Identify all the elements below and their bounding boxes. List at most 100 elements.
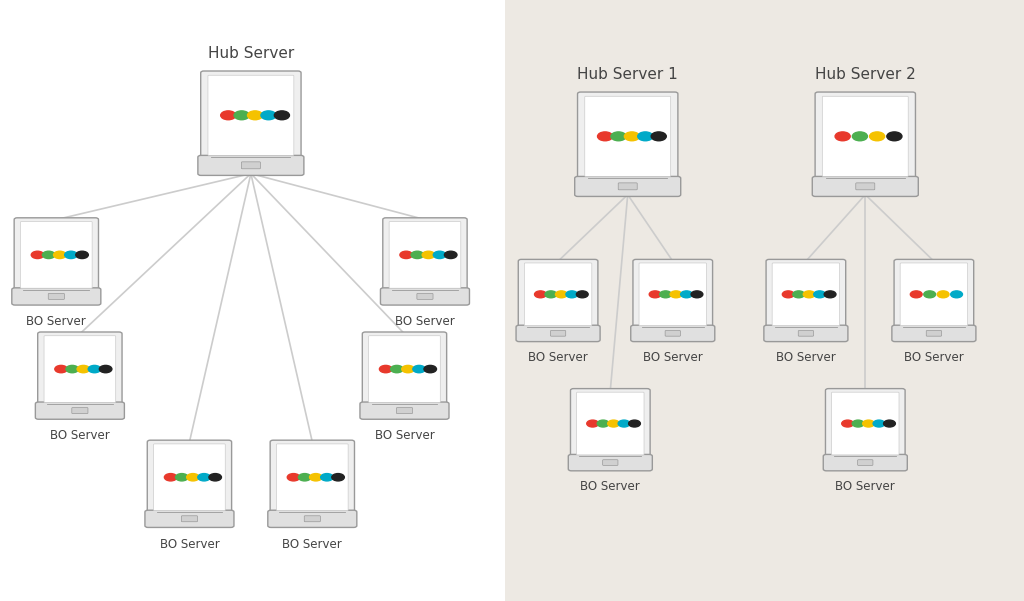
- Circle shape: [400, 251, 413, 258]
- Circle shape: [88, 365, 100, 373]
- FancyBboxPatch shape: [242, 162, 260, 169]
- FancyBboxPatch shape: [383, 218, 467, 291]
- FancyBboxPatch shape: [417, 293, 433, 299]
- Circle shape: [175, 474, 188, 481]
- FancyBboxPatch shape: [362, 332, 446, 406]
- FancyBboxPatch shape: [633, 260, 713, 329]
- Circle shape: [629, 420, 640, 427]
- FancyBboxPatch shape: [147, 440, 231, 514]
- Bar: [0, 0, 505, 601]
- Circle shape: [274, 111, 290, 120]
- Bar: [505, 0, 1024, 601]
- Text: BO Server: BO Server: [528, 350, 588, 364]
- Circle shape: [545, 291, 557, 297]
- FancyBboxPatch shape: [831, 392, 899, 455]
- FancyBboxPatch shape: [20, 222, 92, 288]
- Circle shape: [950, 291, 963, 297]
- FancyBboxPatch shape: [815, 92, 915, 180]
- FancyBboxPatch shape: [201, 71, 301, 159]
- Circle shape: [681, 291, 692, 297]
- Circle shape: [649, 291, 662, 297]
- Circle shape: [422, 251, 435, 258]
- FancyBboxPatch shape: [900, 263, 968, 326]
- FancyBboxPatch shape: [145, 510, 233, 528]
- Text: Hub Server 2: Hub Server 2: [815, 67, 915, 82]
- FancyBboxPatch shape: [360, 402, 449, 419]
- Circle shape: [309, 474, 323, 481]
- FancyBboxPatch shape: [603, 460, 617, 465]
- Circle shape: [803, 291, 815, 297]
- Circle shape: [401, 365, 415, 373]
- FancyBboxPatch shape: [12, 288, 100, 305]
- Circle shape: [842, 420, 854, 427]
- Circle shape: [65, 251, 77, 258]
- FancyBboxPatch shape: [276, 444, 348, 511]
- Circle shape: [332, 474, 344, 481]
- Circle shape: [413, 365, 425, 373]
- FancyBboxPatch shape: [44, 336, 116, 403]
- FancyBboxPatch shape: [585, 96, 671, 177]
- FancyBboxPatch shape: [14, 218, 98, 291]
- Text: BO Server: BO Server: [375, 430, 434, 442]
- FancyBboxPatch shape: [764, 325, 848, 341]
- Circle shape: [638, 132, 653, 141]
- FancyBboxPatch shape: [578, 92, 678, 180]
- FancyBboxPatch shape: [270, 440, 354, 514]
- Circle shape: [566, 291, 578, 297]
- Circle shape: [165, 474, 177, 481]
- Circle shape: [611, 132, 626, 141]
- FancyBboxPatch shape: [389, 222, 461, 288]
- FancyBboxPatch shape: [856, 183, 874, 190]
- Text: BO Server: BO Server: [395, 316, 455, 328]
- Text: BO Server: BO Server: [581, 480, 640, 493]
- Circle shape: [234, 111, 249, 120]
- Circle shape: [198, 474, 210, 481]
- Circle shape: [53, 251, 67, 258]
- FancyBboxPatch shape: [799, 331, 813, 336]
- FancyBboxPatch shape: [48, 293, 65, 299]
- Circle shape: [555, 291, 567, 297]
- Text: BO Server: BO Server: [50, 430, 110, 442]
- Circle shape: [288, 474, 300, 481]
- Circle shape: [99, 365, 112, 373]
- Circle shape: [625, 132, 639, 141]
- FancyBboxPatch shape: [772, 263, 840, 326]
- FancyBboxPatch shape: [524, 263, 592, 326]
- FancyBboxPatch shape: [72, 407, 88, 413]
- Circle shape: [321, 474, 333, 481]
- FancyBboxPatch shape: [823, 454, 907, 471]
- Circle shape: [298, 474, 311, 481]
- Circle shape: [824, 291, 836, 297]
- Circle shape: [670, 291, 682, 297]
- FancyBboxPatch shape: [551, 331, 565, 336]
- FancyBboxPatch shape: [766, 260, 846, 329]
- Circle shape: [852, 132, 867, 141]
- FancyBboxPatch shape: [369, 336, 440, 403]
- FancyBboxPatch shape: [518, 260, 598, 329]
- FancyBboxPatch shape: [570, 389, 650, 458]
- FancyBboxPatch shape: [822, 96, 908, 177]
- Circle shape: [814, 291, 825, 297]
- Circle shape: [910, 291, 923, 297]
- FancyBboxPatch shape: [268, 510, 356, 528]
- FancyBboxPatch shape: [927, 331, 941, 336]
- Circle shape: [618, 420, 630, 427]
- Circle shape: [186, 474, 200, 481]
- Circle shape: [852, 420, 864, 427]
- Text: BO Server: BO Server: [27, 316, 86, 328]
- Circle shape: [424, 365, 436, 373]
- Circle shape: [924, 291, 936, 297]
- Circle shape: [55, 365, 68, 373]
- FancyBboxPatch shape: [812, 177, 919, 197]
- Circle shape: [380, 365, 392, 373]
- Circle shape: [42, 251, 55, 258]
- Text: BO Server: BO Server: [643, 350, 702, 364]
- Circle shape: [66, 365, 79, 373]
- Circle shape: [209, 474, 221, 481]
- Circle shape: [433, 251, 445, 258]
- Text: BO Server: BO Server: [904, 350, 964, 364]
- Circle shape: [836, 132, 850, 141]
- FancyBboxPatch shape: [577, 392, 644, 455]
- Circle shape: [444, 251, 457, 258]
- Circle shape: [411, 251, 424, 258]
